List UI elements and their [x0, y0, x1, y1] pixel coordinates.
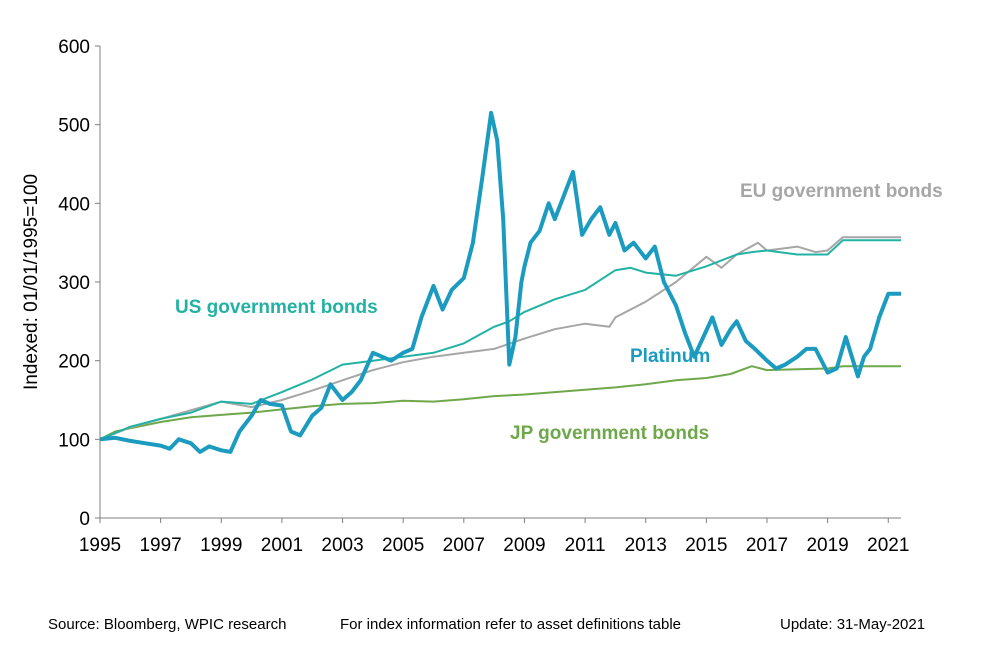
x-tick-label: 2011	[565, 535, 606, 556]
x-axis-ticks: 1995 1997 1999 2001 2003 2005 2007 2009 2011 2013…	[79, 518, 909, 556]
eu-bonds-line	[99, 236, 901, 441]
platinum-line	[99, 110, 901, 454]
footer-update: Update: 31-May-2021	[780, 616, 926, 633]
x-tick-label: 1999	[200, 535, 242, 556]
y-axis-title: Indexed: 01/01/1995=100	[21, 174, 42, 390]
y-tick-label: 0	[79, 509, 90, 530]
footer-index-info: For index information refer to asset def…	[340, 616, 682, 633]
jp-bonds-line	[99, 365, 901, 441]
y-tick-label: 300	[58, 273, 90, 294]
x-tick-label: 2017	[746, 535, 788, 556]
us-series-label: US government bonds	[175, 297, 378, 318]
y-axis-ticks: 0 100 200 300 400 500 600	[58, 37, 100, 530]
y-tick-label: 200	[58, 352, 90, 373]
us-bonds-line	[99, 239, 901, 441]
y-tick-label: 100	[58, 430, 90, 451]
x-tick-label: 2021	[867, 535, 909, 556]
x-tick-label: 1997	[139, 535, 181, 556]
footer-source: Source: Bloomberg, WPIC research	[48, 616, 287, 633]
x-tick-label: 2015	[685, 535, 727, 556]
x-tick-label: 2009	[503, 535, 545, 556]
x-tick-label: 2013	[625, 535, 667, 556]
plot-series	[99, 110, 901, 454]
platinum-series-label: Platinum	[630, 346, 710, 367]
eu-series-label: EU government bonds	[740, 181, 943, 202]
y-tick-label: 400	[58, 194, 90, 215]
x-tick-label: 2001	[261, 535, 303, 556]
line-chart: 0 100 200 300 400 500 600 1995 1997 1999 2001 2003…	[21, 37, 943, 556]
x-tick-label: 2007	[443, 535, 485, 556]
x-tick-label: 2005	[382, 535, 424, 556]
y-tick-label: 600	[58, 37, 90, 58]
x-tick-label: 1995	[79, 535, 121, 556]
x-tick-label: 2003	[321, 535, 363, 556]
y-tick-label: 500	[58, 116, 90, 137]
jp-series-label: JP government bonds	[510, 423, 709, 444]
x-tick-label: 2019	[806, 535, 848, 556]
